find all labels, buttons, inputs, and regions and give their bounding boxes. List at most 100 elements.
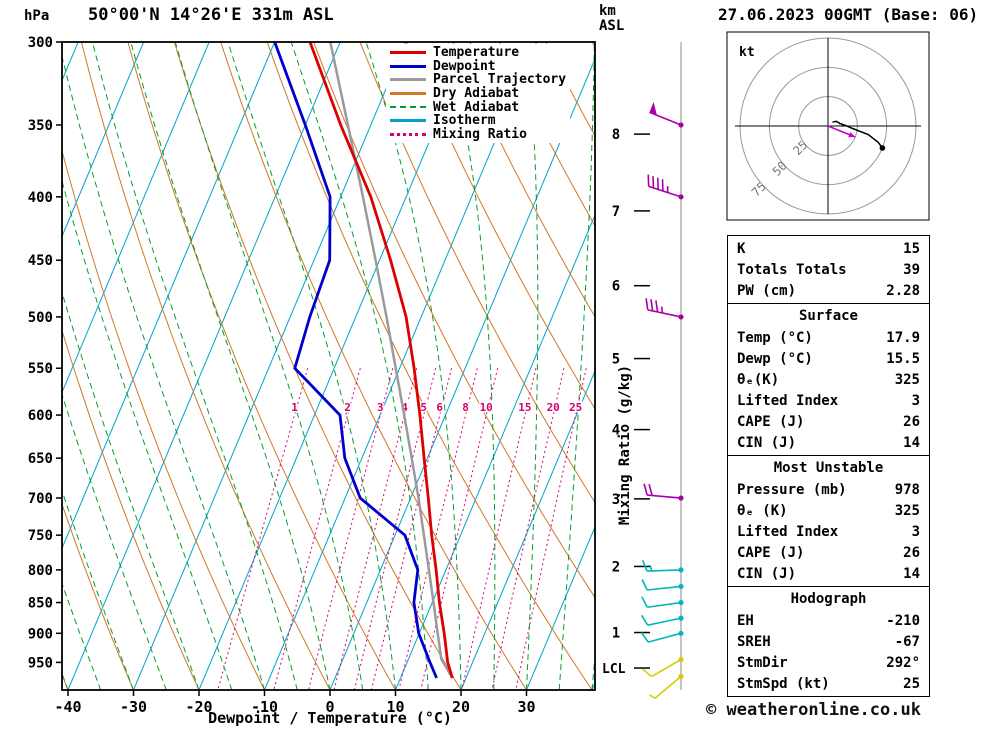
site-credit[interactable]: © weatheronline.co.uk <box>706 700 921 720</box>
wind-barb <box>641 596 684 609</box>
wind-barb <box>645 298 684 320</box>
mixing-ratio-value-label: 10 <box>480 401 493 414</box>
hodograph-trace <box>832 120 884 149</box>
mixing-ratio-value-label: 8 <box>462 401 469 414</box>
stat-label: CIN (J) <box>737 434 797 451</box>
temperature-tick-label: 20 <box>452 698 470 716</box>
table-row: θₑ (K) 325 <box>728 500 929 521</box>
stat-value: 14 <box>903 565 920 582</box>
pressure-tick-label: 500 <box>28 310 53 326</box>
stat-label: θₑ (K) <box>737 502 788 519</box>
pressure-tick-label: 600 <box>28 408 53 424</box>
table-row: Lifted Index 3 <box>728 390 929 411</box>
stat-label: Totals Totals <box>737 261 847 278</box>
legend-line-sample <box>390 119 426 123</box>
stat-value: 292° <box>886 654 920 671</box>
table-row: CIN (J) 14 <box>728 432 929 453</box>
pressure-tick-label: 300 <box>28 35 53 51</box>
legend-item: Temperature <box>390 46 566 60</box>
mixing-ratio-lines: 1 2 3 4 5 6 8 10 15 20 25 <box>217 368 587 690</box>
wind-barb <box>649 102 684 128</box>
pressure-tick-label: 550 <box>28 361 53 377</box>
table-row: SREH -67 <box>728 631 929 652</box>
legend-line-sample <box>390 78 426 82</box>
hodograph-unit-label: kt <box>739 45 755 60</box>
stat-value: 26 <box>903 544 920 561</box>
hodograph-trace-end-dot <box>879 145 886 151</box>
legend-label: Wet Adiabat <box>433 99 520 115</box>
altitude-axis: 8 7 6 5 4 3 2 1 LCL <box>602 127 650 677</box>
mixing-ratio-value-label: 6 <box>436 401 443 414</box>
stat-label: CIN (J) <box>737 565 797 582</box>
km-tick-label: 3 <box>612 492 620 508</box>
stat-label: EH <box>737 612 754 629</box>
stat-value: 15.5 <box>886 350 920 367</box>
wind-barb <box>647 174 684 200</box>
wind-barb <box>642 656 684 678</box>
stat-value: 25 <box>903 675 920 692</box>
legend-label: Dewpoint <box>433 58 496 74</box>
km-tick-label: 6 <box>612 279 620 295</box>
table-section: K 15 Totals Totals 39 PW (cm) 2.28 <box>727 235 930 304</box>
pressure-tick-label: 750 <box>28 528 53 544</box>
wind-barb <box>641 559 684 573</box>
mixing-ratio-value-label: 20 <box>547 401 560 414</box>
legend-label: Dry Adiabat <box>433 86 520 102</box>
temperature-tick-label: 30 <box>517 698 535 716</box>
station-title: 50°00'N 14°26'E 331m ASL <box>88 5 334 25</box>
km-tick-label: 5 <box>612 352 620 368</box>
table-row: CAPE (J) 26 <box>728 411 929 432</box>
table-row: PW (cm) 2.28 <box>728 280 929 301</box>
altitude-unit-label: km ASL <box>599 4 624 34</box>
table-row: θₑ(K) 325 <box>728 369 929 390</box>
table-row: Pressure (mb) 978 <box>728 479 929 500</box>
lcl-label: LCL <box>602 662 626 677</box>
legend-label: Parcel Trajectory <box>433 72 567 88</box>
table-section: Hodograph EH -210 SREH -67 StmDir 292° StmSpd (… <box>727 586 930 697</box>
stat-value: 14 <box>903 434 920 451</box>
pressure-tick-label: 700 <box>28 491 53 507</box>
stat-value: -67 <box>894 633 920 650</box>
x-axis-label: Dewpoint / Temperature (°C) <box>208 709 452 727</box>
pressure-axis: 300 350 400 450 500 550 600 650 700 750 800 850 900 9… <box>28 35 62 671</box>
wind-barb <box>640 614 684 626</box>
temperature-tick-label: 0 <box>325 698 334 716</box>
stat-value: 3 <box>911 392 920 409</box>
km-tick-label: 7 <box>612 204 620 220</box>
table-section: Surface Temp (°C) 17.9 Dewp (°C) 15.5 θₑ(K) 32… <box>727 303 930 456</box>
legend-line-sample <box>390 64 426 68</box>
parcel-trajectory-line <box>329 42 454 679</box>
pressure-tick-label: 800 <box>28 563 53 579</box>
mixing-ratio-value-label: 2 <box>344 401 351 414</box>
isotherms <box>62 42 595 690</box>
stat-label: Temp (°C) <box>737 329 813 346</box>
stat-value: 325 <box>894 371 920 388</box>
legend-line-sample <box>390 51 426 55</box>
mixing-ratio-axis-label: Mixing Ratio (g/kg) <box>617 365 633 525</box>
legend-line-sample <box>390 92 426 96</box>
temperature-tick-label: -10 <box>251 698 278 716</box>
stat-label: Lifted Index <box>737 392 839 409</box>
legend-item: Parcel Trajectory <box>390 73 566 87</box>
legend-label: Mixing Ratio <box>433 126 527 142</box>
table-row: EH -210 <box>728 610 929 631</box>
pressure-tick-label: 400 <box>28 190 53 206</box>
legend: Temperature Dewpoint Parcel Trajectory Dry … <box>386 44 571 144</box>
mixing-ratio-value-label: 4 <box>401 401 408 414</box>
stat-label: SREH <box>737 633 771 650</box>
km-tick-label: 1 <box>612 626 620 642</box>
mixing-ratio-value-label: 5 <box>420 401 427 414</box>
altitude-unit-km: km <box>599 3 616 19</box>
wind-barb <box>640 630 684 643</box>
pressure-tick-label: 950 <box>28 655 53 671</box>
stat-label: StmDir <box>737 654 788 671</box>
pressure-tick-label: 350 <box>28 118 53 134</box>
km-tick-label: 8 <box>612 127 620 143</box>
stats-table: K 15 Totals Totals 39 PW (cm) 2.28 Surface Temp… <box>727 235 930 697</box>
table-row: K 15 <box>728 238 929 259</box>
stat-label: Dewp (°C) <box>737 350 813 367</box>
wind-barb <box>643 483 684 501</box>
stat-value: 17.9 <box>886 329 920 346</box>
stat-label: PW (cm) <box>737 282 797 299</box>
